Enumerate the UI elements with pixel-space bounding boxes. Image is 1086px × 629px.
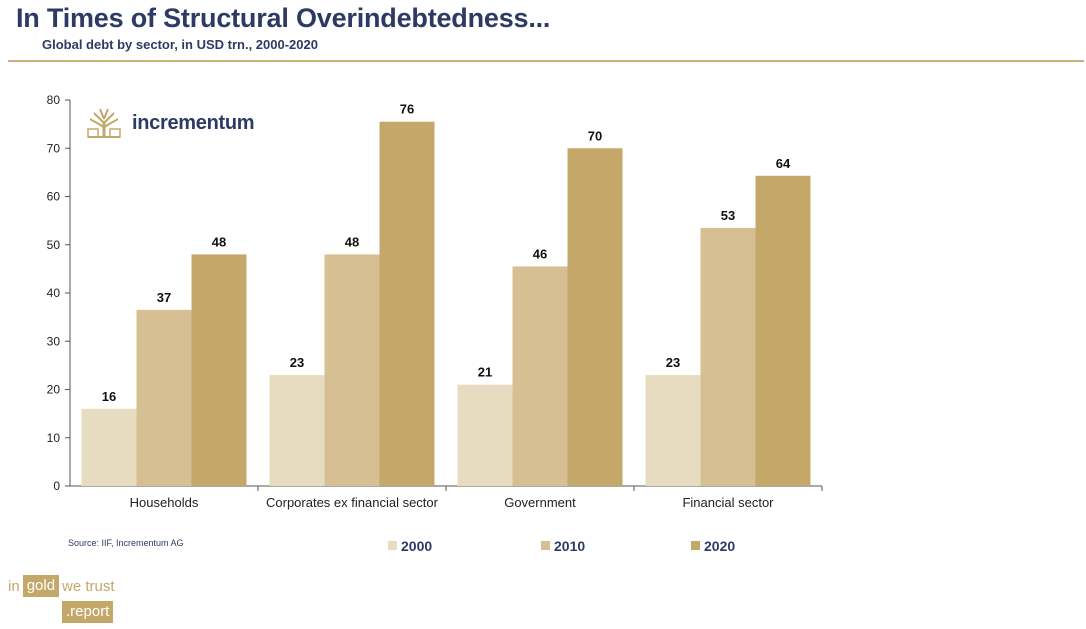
page-subtitle: Global debt by sector, in USD trn., 2000…	[42, 37, 318, 52]
y-tick-label: 60	[47, 190, 61, 204]
bar-2010	[700, 227, 756, 487]
legend-swatch-2010	[541, 541, 550, 550]
legend-swatch-2020	[691, 541, 700, 550]
data-label: 76	[400, 102, 414, 117]
y-tick-label: 20	[47, 383, 61, 397]
bar-2020	[567, 148, 623, 486]
legend-label-2010: 2010	[554, 538, 585, 554]
data-label: 23	[290, 355, 304, 370]
y-tick-label: 10	[47, 431, 61, 445]
tree-icon	[86, 107, 122, 139]
data-label: 37	[157, 290, 171, 305]
y-tick-label: 40	[47, 286, 61, 300]
y-tick-label: 70	[47, 141, 61, 155]
bar-2020	[191, 254, 247, 486]
bar-2010	[512, 266, 568, 486]
footer-logo-wetrust: we trust	[62, 577, 115, 595]
footer-logo-gold: gold	[22, 575, 60, 597]
y-tick-label: 30	[47, 334, 61, 348]
bar-2000	[457, 384, 513, 486]
legend-label-2000: 2000	[401, 538, 432, 554]
data-label: 70	[588, 128, 602, 143]
bar-2000	[269, 375, 325, 486]
y-tick-label: 0	[53, 479, 60, 493]
footer-logo-report: .report	[62, 601, 114, 623]
data-label: 46	[533, 246, 547, 261]
y-tick-label: 50	[47, 238, 61, 252]
bar-2010	[324, 254, 380, 486]
data-label: 53	[721, 208, 735, 223]
y-tick-label: 80	[47, 93, 61, 107]
legend-swatch-2000	[388, 541, 397, 550]
bar-2010	[136, 309, 192, 486]
data-label: 48	[345, 234, 359, 249]
x-tick-label: Households	[130, 495, 199, 510]
bar-2020	[755, 175, 811, 486]
source-note: Source: IIF, Incrementum AG	[68, 538, 184, 548]
footer-logo-in: in	[8, 577, 20, 595]
data-label: 48	[212, 234, 226, 249]
brand-logo: incrementum	[86, 107, 255, 139]
footer-logo: in gold we trust .report	[8, 574, 115, 624]
bar-2000	[81, 408, 137, 486]
bar-2000	[645, 375, 701, 486]
title-divider	[8, 60, 1084, 62]
data-label: 16	[102, 389, 116, 404]
bar-2020	[379, 121, 435, 487]
data-label: 23	[666, 355, 680, 370]
x-tick-label: Government	[504, 495, 576, 510]
legend-label-2020: 2020	[704, 538, 735, 554]
data-label: 64	[776, 156, 791, 171]
page-title: In Times of Structural Overindebtedness.…	[16, 3, 551, 33]
x-tick-label: Corporates ex financial sector	[266, 495, 439, 510]
data-label: 21	[478, 365, 492, 380]
brand-name: incrementum	[132, 111, 255, 134]
x-tick-label: Financial sector	[682, 495, 774, 510]
